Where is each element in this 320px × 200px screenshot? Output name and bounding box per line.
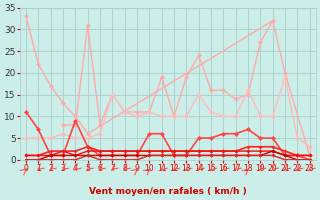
X-axis label: Vent moyen/en rafales ( km/h ): Vent moyen/en rafales ( km/h ) bbox=[89, 187, 247, 196]
